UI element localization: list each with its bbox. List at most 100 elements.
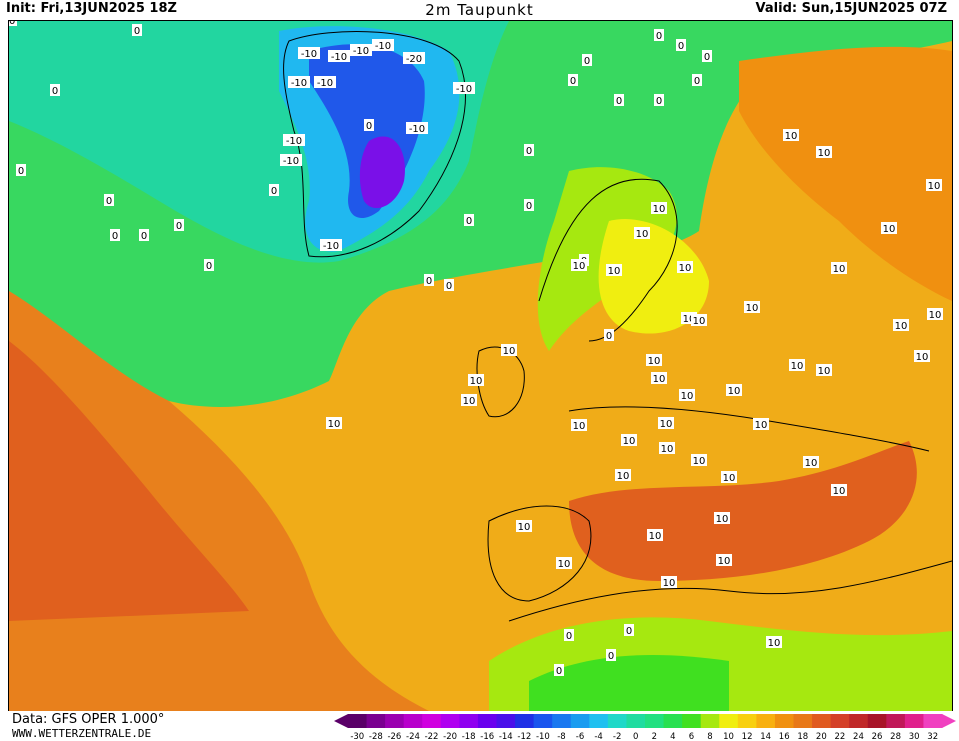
legend-tick: 22: [834, 732, 845, 741]
init-time: Init: Fri,13JUN2025 18Z: [6, 1, 177, 16]
site-url[interactable]: WWW.WETTERZENTRALE.DE: [12, 727, 152, 740]
contour-label: 10: [634, 227, 650, 240]
svg-text:0: 0: [678, 41, 684, 52]
legend-swatch: [366, 714, 386, 728]
contour-label: -10: [288, 76, 310, 89]
legend-tick: -6: [576, 732, 584, 741]
legend-swatch: [682, 714, 702, 728]
contour-label: 0: [104, 194, 114, 207]
contour-label: 10: [783, 129, 799, 142]
contour-label: 10: [766, 636, 782, 649]
map-title: 2m Taupunkt: [425, 1, 534, 19]
svg-text:10: 10: [895, 321, 908, 332]
svg-text:10: 10: [785, 131, 798, 142]
svg-text:10: 10: [663, 578, 676, 589]
svg-text:-10: -10: [353, 46, 369, 57]
contour-label: 0: [702, 50, 712, 63]
svg-text:10: 10: [573, 261, 586, 272]
svg-text:10: 10: [649, 531, 662, 542]
legend-swatch: [923, 714, 943, 728]
svg-text:-10: -10: [409, 124, 425, 135]
legend-swatch: [830, 714, 850, 728]
contour-label: 10: [753, 418, 769, 431]
svg-text:10: 10: [818, 148, 831, 159]
legend-swatch: [496, 714, 516, 728]
contour-label: 0: [204, 259, 214, 272]
contour-label: 10: [914, 350, 930, 363]
legend-tick: -18: [462, 732, 476, 741]
contour-label: 10: [816, 146, 832, 159]
svg-text:10: 10: [661, 444, 674, 455]
legend-tick: 28: [890, 732, 901, 741]
legend-swatch: [440, 714, 460, 728]
svg-text:-20: -20: [406, 54, 422, 65]
dewpoint-map[interactable]: 00000000000000000000000000000-10-10-10-1…: [9, 21, 952, 711]
contour-label: 10: [726, 384, 742, 397]
contour-label: 0: [568, 74, 578, 87]
legend-swatch: [756, 714, 776, 728]
svg-text:10: 10: [470, 376, 483, 387]
field-mediterranean: [569, 441, 917, 581]
svg-text:10: 10: [818, 366, 831, 377]
legend-swatch: [663, 714, 683, 728]
svg-text:10: 10: [636, 229, 649, 240]
svg-text:0: 0: [134, 26, 140, 37]
svg-text:10: 10: [608, 266, 621, 277]
svg-text:0: 0: [556, 666, 562, 677]
svg-text:0: 0: [176, 221, 182, 232]
svg-text:10: 10: [679, 263, 692, 274]
legend-tick: -14: [499, 732, 513, 741]
field-greenland-violet: [359, 136, 405, 209]
contour-label: -10: [328, 50, 350, 63]
contour-label: 0: [16, 164, 26, 177]
legend-tick: -24: [406, 732, 420, 741]
header-bar: Init: Fri,13JUN2025 18Z 2m Taupunkt Vali…: [0, 0, 959, 20]
contour-label: 10: [651, 372, 667, 385]
legend-tick: 16: [779, 732, 790, 741]
svg-text:10: 10: [716, 514, 729, 525]
svg-text:10: 10: [683, 314, 696, 325]
coast-scandinavia: [538, 178, 678, 342]
field-russia-warm: [739, 46, 952, 301]
contour-label: 10: [893, 319, 909, 332]
svg-text:10: 10: [660, 419, 673, 430]
contour-label: 0: [139, 229, 149, 242]
map-panel[interactable]: 00000000000000000000000000000-10-10-10-1…: [8, 20, 953, 712]
svg-text:10: 10: [648, 356, 661, 367]
contour-label: 10: [9, 21, 17, 27]
svg-text:0: 0: [526, 201, 532, 212]
contour-label: 0: [582, 54, 592, 67]
legend-tick: -22: [425, 732, 439, 741]
svg-text:0: 0: [626, 626, 632, 637]
legend-swatch: [645, 714, 665, 728]
legend-swatch: [626, 714, 646, 728]
legend-swatch: [737, 714, 757, 728]
contour-label: 10: [691, 314, 707, 327]
contour-label: 10: [556, 557, 572, 570]
svg-text:10: 10: [693, 316, 706, 327]
svg-text:10: 10: [768, 638, 781, 649]
svg-text:-10: -10: [456, 84, 472, 95]
svg-text:10: 10: [833, 486, 846, 497]
legend-tick: -30: [350, 732, 364, 741]
contour-label: 10: [571, 419, 587, 432]
field-baltic: [598, 219, 709, 334]
contour-label: 0: [110, 229, 120, 242]
svg-text:0: 0: [466, 216, 472, 227]
legend-swatch: [477, 714, 497, 728]
legend-swatch: [849, 714, 869, 728]
svg-text:-10: -10: [375, 41, 391, 52]
svg-text:10: 10: [883, 224, 896, 235]
svg-text:0: 0: [18, 166, 24, 177]
legend-swatch: [886, 714, 906, 728]
svg-text:10: 10: [328, 419, 341, 430]
contour-label: 10: [646, 354, 662, 367]
legend-tick: 6: [689, 732, 694, 741]
legend-swatch: [348, 714, 368, 728]
legend-tick: 0: [633, 732, 638, 741]
svg-text:10: 10: [463, 396, 476, 407]
contour-label: 10: [881, 222, 897, 235]
contour-label: -10: [406, 122, 428, 135]
contour-label: 0: [606, 649, 616, 662]
contour-label: -20: [403, 52, 425, 65]
